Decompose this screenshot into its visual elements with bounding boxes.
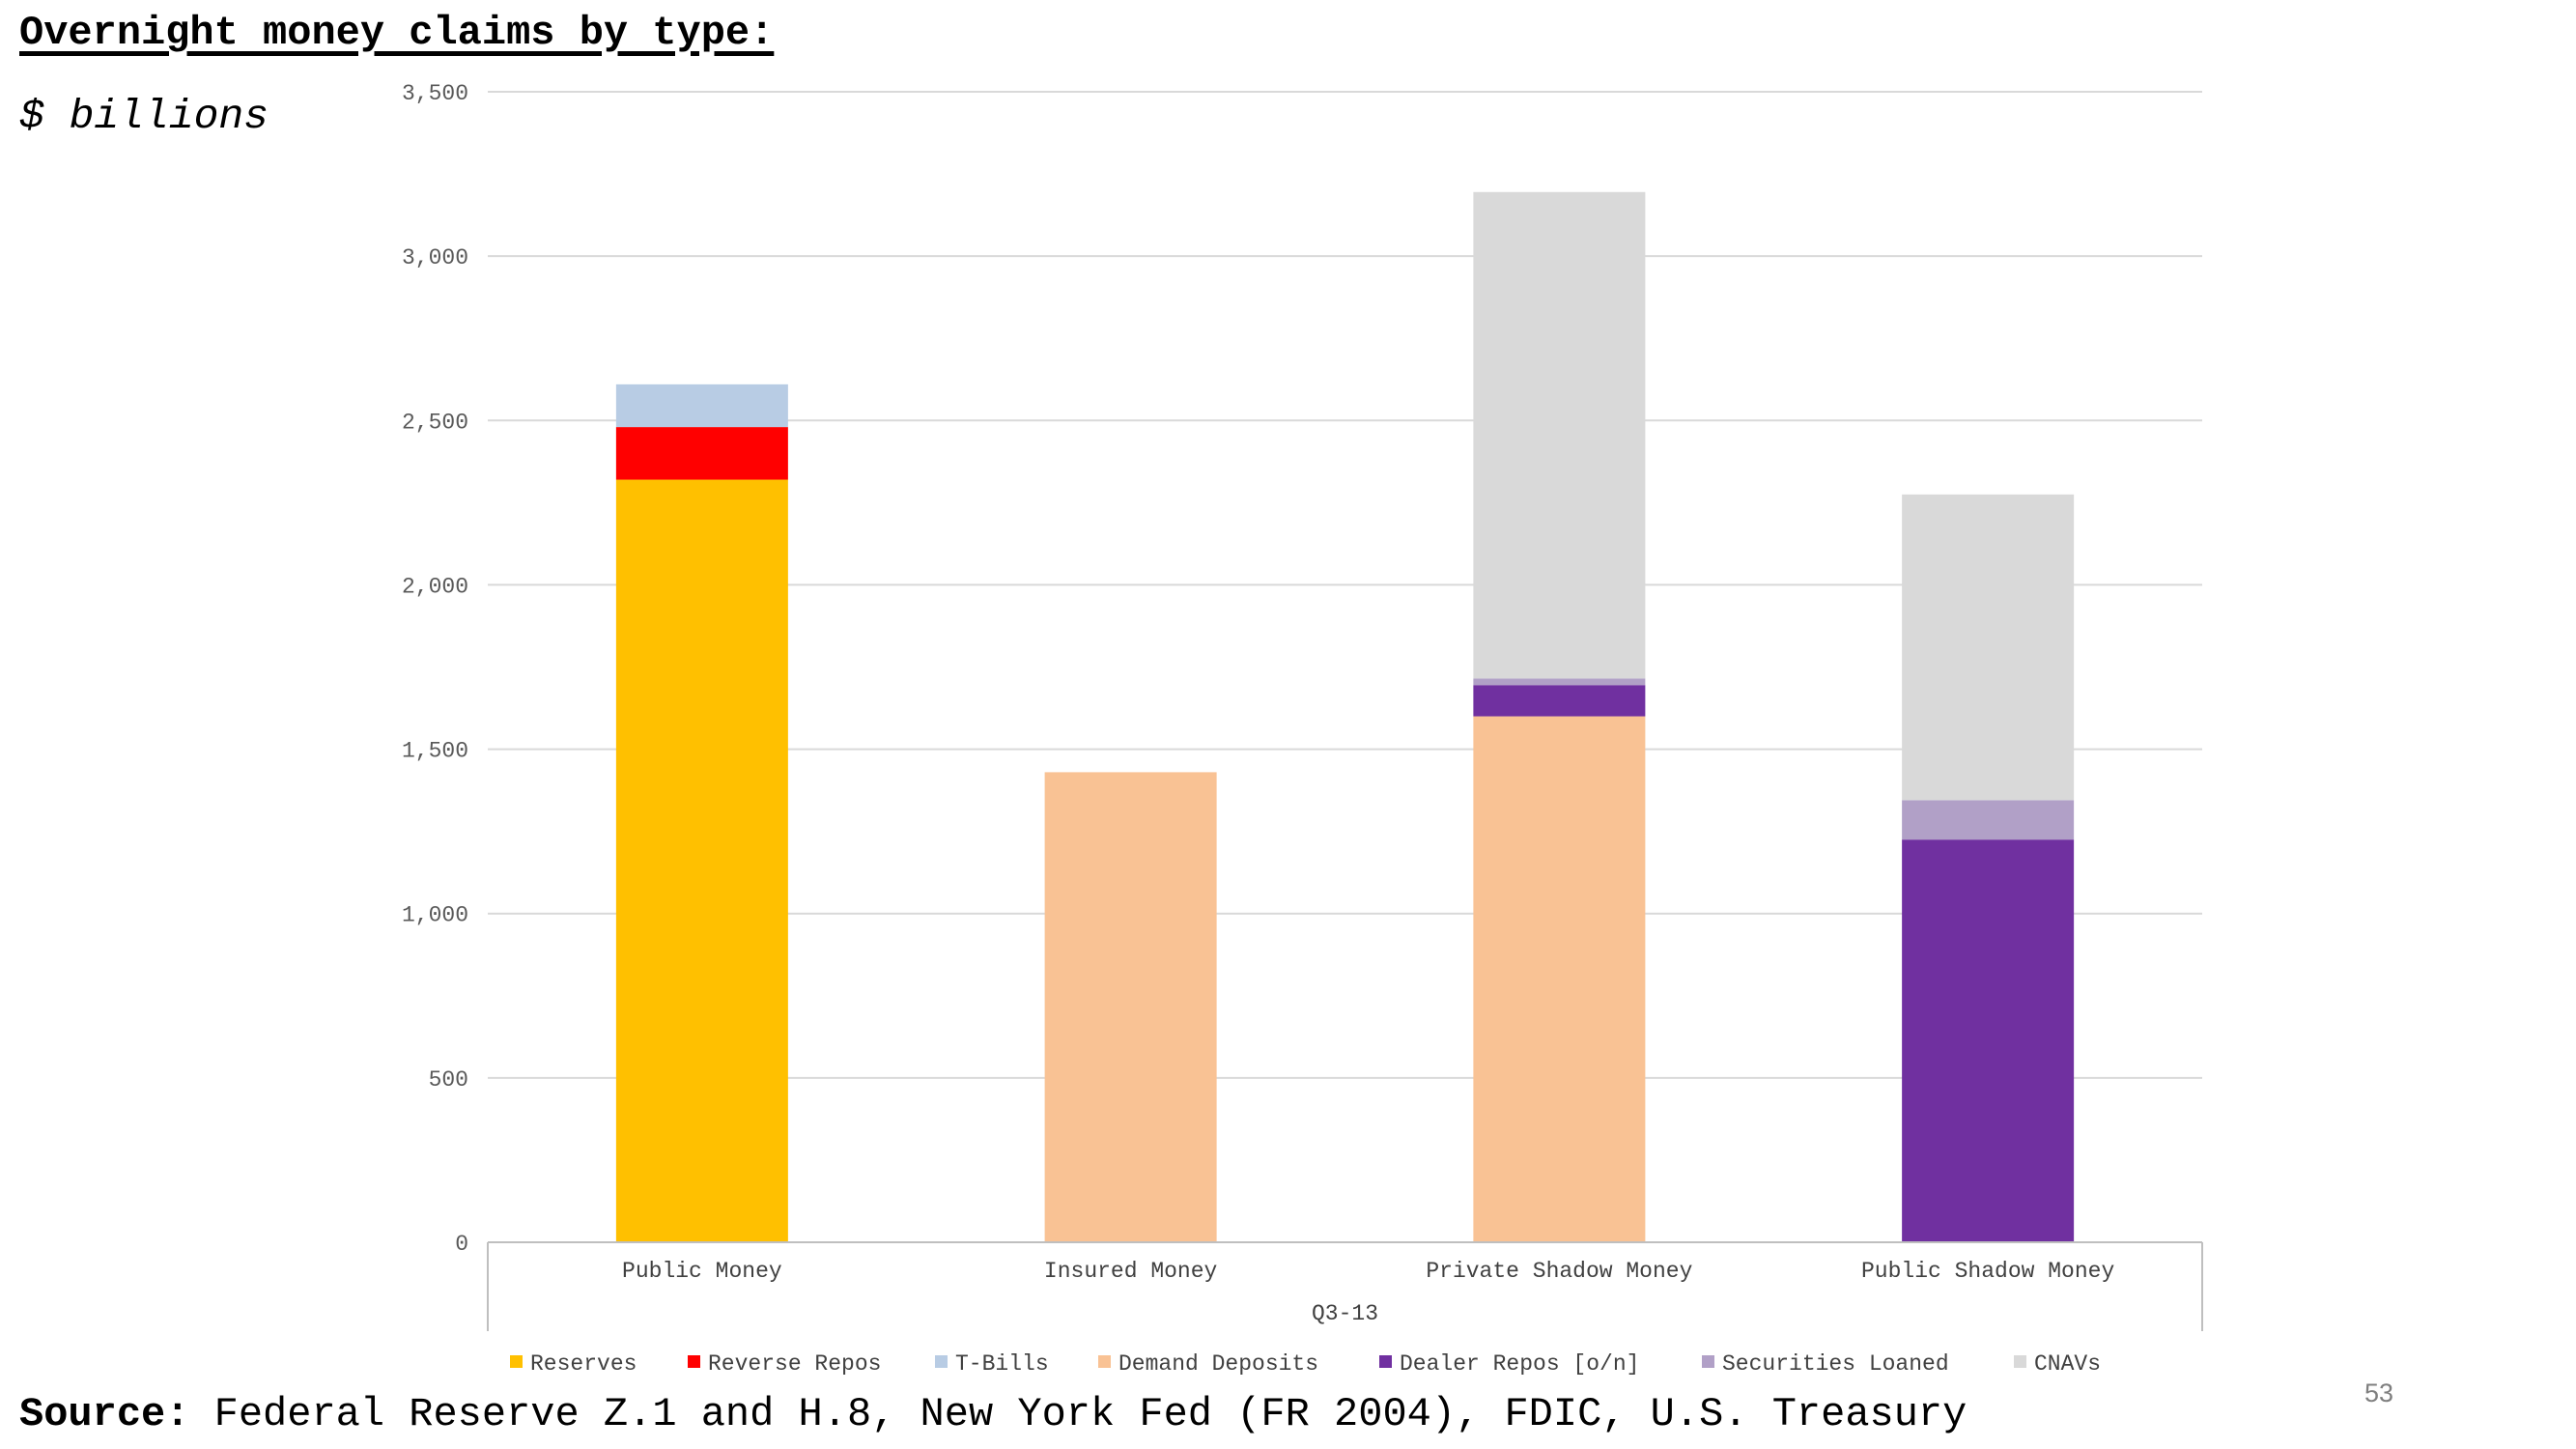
- chart-subtitle: $ billions: [19, 93, 269, 140]
- source-text: Federal Reserve Z.1 and H.8, New York Fe…: [189, 1391, 1967, 1437]
- legend-label: Dealer Repos [o/n]: [1400, 1351, 1639, 1377]
- source-note: Source: Federal Reserve Z.1 and H.8, New…: [19, 1391, 1967, 1437]
- y-tick-label: 3,500: [402, 81, 468, 106]
- bars: [615, 191, 2075, 1243]
- legend-swatch: [1702, 1355, 1714, 1368]
- legend-label: Securities Loaned: [1722, 1351, 1949, 1377]
- y-tick-label: 0: [455, 1232, 468, 1257]
- stacked-bar-chart: 0 500 1,000 1,500 2,000 2,500 3,000 3,500 Public…: [402, 81, 2203, 1377]
- legend-label: Reverse Repos: [708, 1351, 881, 1377]
- bar-segment: [1473, 685, 1646, 717]
- y-tick-label: 1,000: [402, 903, 468, 928]
- legend-swatch: [688, 1355, 700, 1368]
- x-tick-label: Public Money: [622, 1259, 782, 1284]
- axes: 0 500 1,000 1,500 2,000 2,500 3,000 3,500 Public…: [402, 81, 2203, 1331]
- bar-segment: [1902, 494, 2075, 801]
- page-number: 53: [2364, 1378, 2394, 1407]
- legend: Reserves Reverse Repos T-Bills Demand Depos…: [510, 1351, 2101, 1377]
- x-group-label: Q3-13: [1312, 1301, 1378, 1326]
- legend-swatch: [510, 1355, 523, 1368]
- legend-swatch: [2014, 1355, 2026, 1368]
- legend-swatch: [1098, 1355, 1111, 1368]
- source-label: Source:: [19, 1391, 190, 1437]
- bar-segment: [1473, 191, 1646, 679]
- y-tick-label: 2,500: [402, 410, 468, 435]
- legend-label: T-Bills: [955, 1351, 1049, 1377]
- bar-segment: [615, 384, 788, 428]
- bar-segment: [1473, 678, 1646, 686]
- bar-segment: [1902, 839, 2075, 1242]
- y-tick-label: 2,000: [402, 574, 468, 599]
- y-tick-label: 1,500: [402, 739, 468, 764]
- y-tick-label: 500: [429, 1067, 468, 1093]
- bar-segment: [615, 427, 788, 480]
- x-tick-label: Public Shadow Money: [1861, 1259, 2114, 1284]
- legend-swatch: [935, 1355, 948, 1368]
- bar-segment: [1473, 716, 1646, 1242]
- bar-segment: [1044, 772, 1217, 1242]
- x-tick-label: Insured Money: [1044, 1259, 1218, 1284]
- x-tick-label: Private Shadow Money: [1426, 1259, 1692, 1284]
- legend-label: Reserves: [530, 1351, 637, 1377]
- legend-swatch: [1379, 1355, 1392, 1368]
- legend-label: CNAVs: [2034, 1351, 2101, 1377]
- chart-title: Overnight money claims by type:: [19, 10, 775, 56]
- bar-segment: [615, 479, 788, 1243]
- legend-label: Demand Deposits: [1118, 1351, 1318, 1377]
- bar-segment: [1902, 800, 2075, 840]
- y-tick-label: 3,000: [402, 245, 468, 270]
